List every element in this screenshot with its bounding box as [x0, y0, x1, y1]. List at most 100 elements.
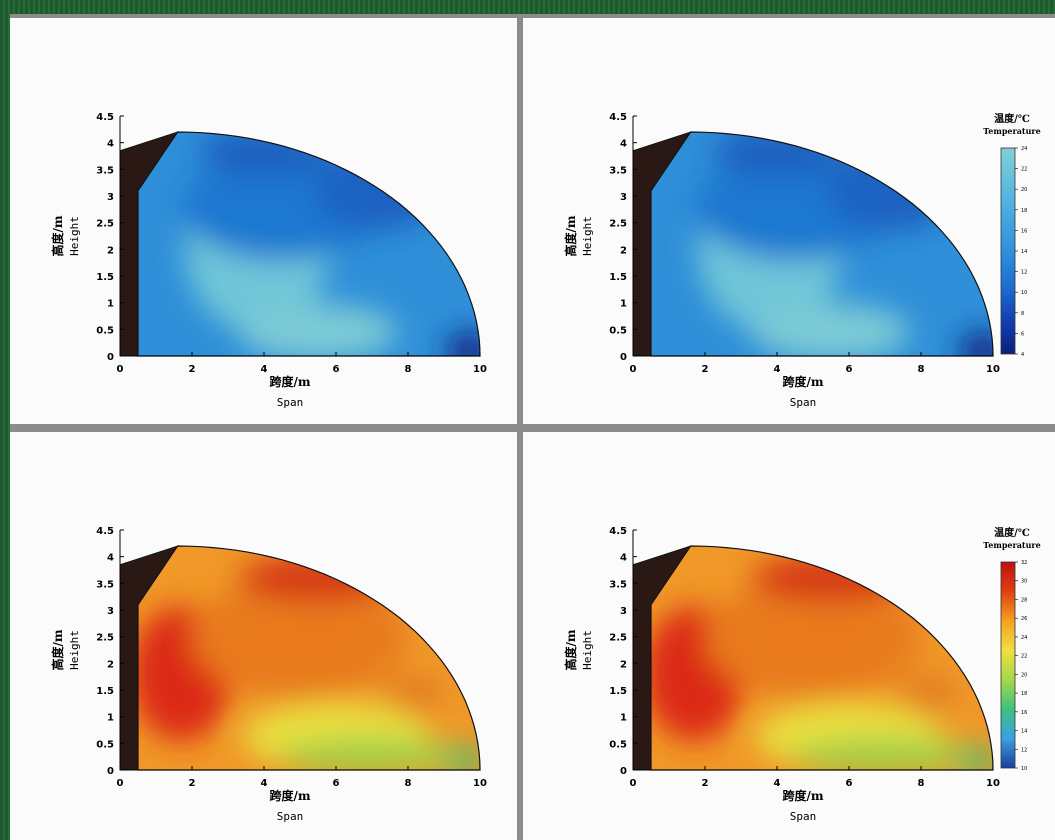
chart-panel-top-right: 0 2 4 6 8 10 0 0.5 1 1.5 2 2.5 3 3.5 4 4.5 跨度/m Span 高度/m H…	[523, 18, 1055, 424]
colorbar-title-cn: 温度/℃	[994, 112, 1030, 125]
chart-panel-top-left: 0 2 4 6 8 10 0 0.5 1 1.5 2 2.5 3 3.5 4 4.5 跨度/m Span 高度/m H…	[10, 18, 517, 424]
y-tick-label: 0.5	[609, 325, 627, 336]
chart-grid: 0 2 4 6 8 10 0 0.5 1 1.5 2 2.5 3 3.5 4 4.5 跨度/m Span 高度/m H…	[10, 14, 1055, 840]
x-axis-label-en: Span	[790, 396, 817, 409]
colorbar-tick-label: 6	[1021, 331, 1024, 337]
x-tick-label: 6	[333, 778, 340, 789]
x-tick-label: 4	[261, 364, 268, 375]
x-tick-label: 8	[918, 364, 925, 375]
y-tick-label: 3	[107, 192, 114, 203]
axes: 0 2 4 6 8 10 0 0.5 1 1.5 2 2.5 3 3.5 4 4.5	[609, 112, 1000, 375]
temperature-field	[138, 132, 480, 356]
y-tick-label: 1	[107, 299, 114, 310]
colorbar-tick-label: 10	[1021, 766, 1027, 772]
x-axis-label-cn: 跨度/m	[782, 374, 823, 389]
colorbar-tick-label: 30	[1021, 579, 1027, 585]
y-axis-label-en: Height	[581, 630, 594, 670]
x-tick-label: 6	[333, 364, 340, 375]
x-tick-label: 2	[189, 364, 196, 375]
temperature-region	[751, 303, 911, 356]
colorbar-tick-label: 22	[1021, 167, 1027, 173]
colorbar-tick-label: 16	[1021, 228, 1027, 234]
colorbar-tick-label: 26	[1021, 616, 1027, 622]
y-tick-label: 1.5	[96, 686, 114, 697]
y-tick-label: 3	[620, 192, 627, 203]
temperature-region	[447, 746, 480, 770]
temperature-field	[651, 132, 993, 356]
y-tick-label: 2	[107, 659, 114, 670]
temperature-region	[712, 132, 842, 176]
temperature-region	[192, 578, 408, 698]
y-tick-label: 0	[620, 352, 627, 363]
colorbar-tick-label: 24	[1021, 635, 1027, 641]
colorbar-tick-label: 4	[1021, 352, 1024, 358]
colorbar-tick-label: 14	[1021, 249, 1027, 255]
y-axis-label-en: Height	[581, 216, 594, 256]
y-tick-label: 0	[107, 766, 114, 777]
y-tick-label: 3	[620, 606, 627, 617]
y-tick-label: 2	[620, 245, 627, 256]
y-tick-label: 4.5	[609, 526, 627, 537]
x-tick-label: 8	[405, 364, 412, 375]
colorbar-tick-label: 18	[1021, 208, 1027, 214]
axes: 0 2 4 6 8 10 0 0.5 1 1.5 2 2.5 3 3.5 4 4.5	[609, 526, 1000, 789]
x-axis-label-cn: 跨度/m	[782, 788, 823, 803]
colorbar-title-cn: 温度/℃	[994, 526, 1030, 539]
y-tick-label: 4	[620, 553, 627, 564]
x-axis-label-en: Span	[277, 810, 304, 823]
y-tick-label: 1.5	[609, 272, 627, 283]
x-tick-label: 4	[261, 778, 268, 789]
colorbar-tick-label: 20	[1021, 187, 1027, 193]
y-tick-label: 2.5	[609, 219, 627, 230]
y-tick-label: 1	[620, 299, 627, 310]
y-tick-label: 3	[107, 606, 114, 617]
colorbar-tick-label: 24	[1021, 146, 1027, 152]
temperature-region	[899, 674, 957, 713]
y-axis-label-cn: 高度/m	[50, 215, 65, 256]
y-tick-label: 1.5	[96, 272, 114, 283]
y-tick-label: 4	[107, 553, 114, 564]
chart-panel-bottom-left: 0 2 4 6 8 10 0 0.5 1 1.5 2 2.5 3 3.5 4 4.5 跨度/m Span 高度/m H…	[10, 432, 517, 840]
x-tick-label: 4	[774, 778, 781, 789]
y-tick-label: 4	[107, 139, 114, 150]
temperature-region	[386, 674, 445, 713]
x-tick-label: 6	[846, 778, 853, 789]
y-axis-label-en: Height	[68, 630, 81, 670]
x-tick-label: 10	[986, 778, 1000, 789]
temperature-region	[827, 144, 957, 232]
x-tick-label: 0	[630, 778, 637, 789]
axes: 0 2 4 6 8 10 0 0.5 1 1.5 2 2.5 3 3.5 4 4.5	[96, 112, 487, 375]
x-tick-label: 8	[918, 778, 925, 789]
colorbar-tick-label: 20	[1021, 672, 1027, 678]
x-tick-label: 2	[702, 778, 709, 789]
greenhouse-outline	[137, 131, 481, 357]
colorbar-tick-label: 8	[1021, 311, 1024, 317]
greenhouse-outline	[650, 545, 994, 771]
x-axis-label-en: Span	[790, 810, 817, 823]
x-tick-label: 6	[846, 364, 853, 375]
y-tick-label: 1	[107, 713, 114, 724]
temperature-region	[960, 746, 993, 770]
y-tick-label: 2	[620, 659, 627, 670]
colorbar-tick-label: 14	[1021, 729, 1027, 735]
colorbar-tick-label: 16	[1021, 710, 1027, 716]
y-tick-label: 4.5	[609, 112, 627, 123]
temperature-region	[199, 132, 329, 176]
y-tick-label: 0.5	[96, 325, 114, 336]
x-tick-label: 10	[473, 364, 487, 375]
colorbar-tick-label: 18	[1021, 691, 1027, 697]
y-axis-label-cn: 高度/m	[563, 629, 578, 670]
colorbar-tick-label: 12	[1021, 747, 1027, 753]
x-tick-label: 0	[117, 778, 124, 789]
temperature-region	[751, 554, 911, 602]
y-tick-label: 3.5	[609, 579, 627, 590]
x-tick-label: 2	[702, 364, 709, 375]
y-tick-label: 0.5	[96, 739, 114, 750]
x-axis-label-cn: 跨度/m	[269, 788, 310, 803]
x-tick-label: 2	[189, 778, 196, 789]
temperature-region	[238, 554, 398, 602]
